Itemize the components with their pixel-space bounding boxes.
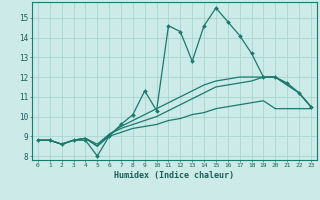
X-axis label: Humidex (Indice chaleur): Humidex (Indice chaleur) <box>115 171 234 180</box>
